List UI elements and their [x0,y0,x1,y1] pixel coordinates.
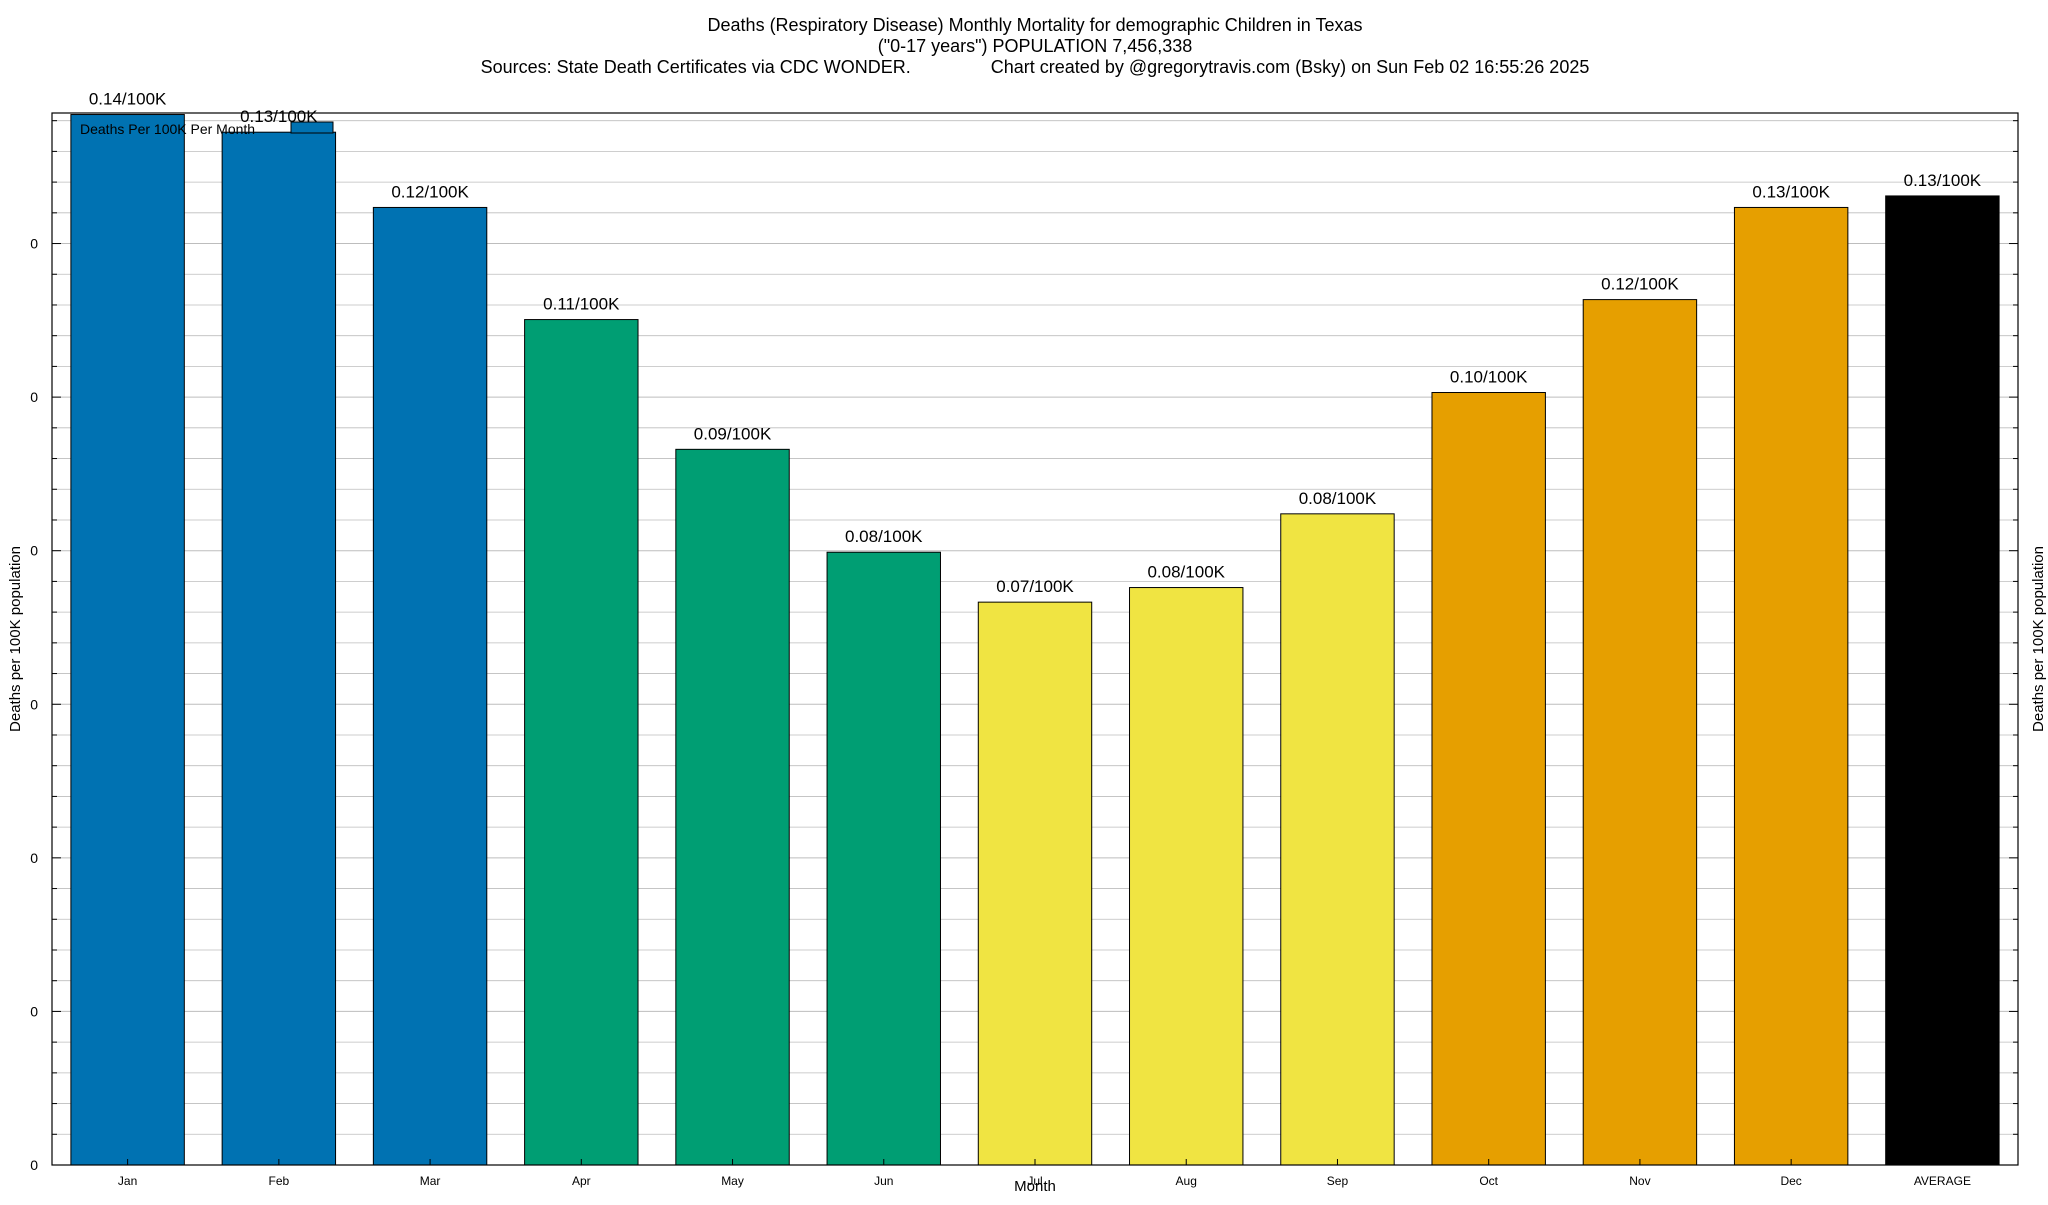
y-tick-label: 0 [30,389,38,405]
x-tick-label: Nov [1629,1174,1650,1188]
x-axis-label: Month [1014,1178,1056,1195]
data-label: 0.12/100K [1601,275,1679,294]
x-tick-label: Jun [874,1174,893,1188]
bar-may [675,448,790,1166]
bar-oct [1431,392,1546,1166]
labels: 0 0 0 0 0 0 0 0.14/100K Jan 0.13/100K Feb 0.12/100K… [30,90,1982,1188]
bars [70,114,2000,1166]
x-tick-label: Jan [118,1174,137,1188]
data-label: 0.14/100K [89,90,167,109]
y-tick-label: 0 [30,696,38,712]
bar-sep [1280,513,1395,1166]
legend-swatch [290,121,334,134]
bar-jul [977,601,1093,1166]
bar-jan [70,114,185,1166]
legend: Deaths Per 100K Per Month [80,121,334,137]
bar-average [1885,195,2000,1166]
y2-axis-label: Deaths per 100K population [2030,546,2047,732]
x-tick-label: Sep [1327,1174,1349,1188]
data-label: 0.12/100K [391,182,469,201]
y-tick-label: 0 [30,236,38,252]
y-tick-label: 0 [30,1003,38,1019]
x-tick-label: Jul [1027,1174,1042,1188]
x-tick-label: AVERAGE [1914,1174,1971,1188]
data-label: 0.13/100K [240,107,318,126]
legend-label: Deaths Per 100K Per Month [80,121,255,137]
chart-title: Deaths (Respiratory Disease) Monthly Mor… [481,15,1590,77]
title-line: Deaths (Respiratory Disease) Monthly Mor… [708,15,1363,35]
data-label: 0.13/100K [1752,182,1830,201]
x-tick-label: Feb [269,1174,290,1188]
x-tick-label: Mar [420,1174,441,1188]
data-label: 0.08/100K [1299,489,1377,508]
plot-frame [51,112,2019,1166]
y-tick-label: 0 [30,1157,38,1173]
x-tick-label: Apr [572,1174,591,1188]
bar-nov [1582,299,1698,1166]
x-tick-label: May [721,1174,744,1188]
x-tick-label: Aug [1176,1174,1197,1188]
title-line: Sources: State Death Certificates via CD… [481,57,1590,77]
title-line: ("0-17 years") POPULATION 7,456,338 [878,36,1193,56]
data-label: 0.08/100K [1147,563,1225,582]
y-tick-label: 0 [30,543,38,559]
data-label: 0.08/100K [845,527,923,546]
data-label: 0.13/100K [1904,171,1982,190]
x-tick-label: Oct [1479,1174,1498,1188]
bar-jun [826,551,941,1166]
bar-mar [372,206,488,1166]
bar-feb [221,131,337,1166]
y-axis-label: Deaths per 100K population [7,546,24,732]
data-label: 0.10/100K [1450,368,1528,387]
data-label: 0.11/100K [543,295,620,314]
y-tick-label: 0 [30,850,38,866]
bar-aug [1129,587,1244,1166]
axis-ticks [52,120,2018,1165]
x-tick-label: Dec [1780,1174,1801,1188]
data-label: 0.09/100K [694,424,772,443]
bar-apr [524,319,639,1166]
data-label: 0.07/100K [996,577,1074,596]
bar-dec [1733,206,1849,1166]
